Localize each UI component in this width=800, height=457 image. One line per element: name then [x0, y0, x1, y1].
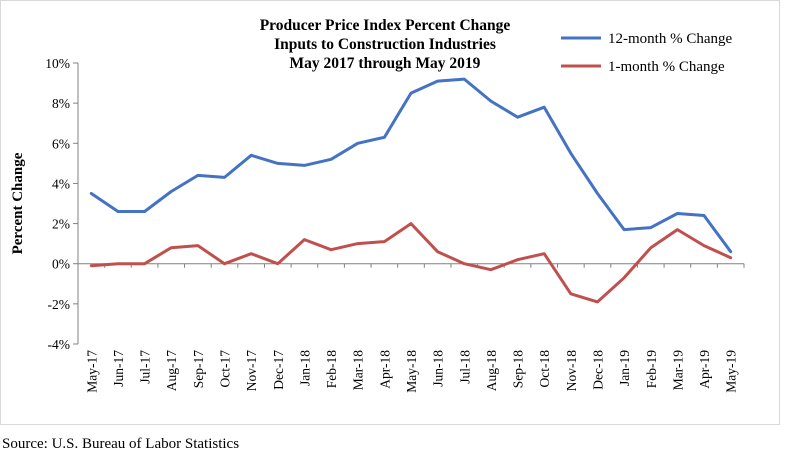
data-point — [116, 262, 119, 265]
data-point — [170, 246, 173, 249]
data-point — [729, 256, 732, 259]
data-point — [569, 292, 572, 295]
data-point — [436, 80, 439, 83]
x-tick-label: Nov-17 — [244, 350, 259, 391]
data-point — [276, 262, 279, 265]
data-point — [303, 238, 306, 241]
x-tick-label: Jan-19 — [617, 350, 632, 386]
x-tick-label: May-17 — [84, 350, 99, 393]
data-point — [143, 262, 146, 265]
data-point — [356, 142, 359, 145]
data-point — [383, 240, 386, 243]
data-point — [649, 246, 652, 249]
data-point — [196, 244, 199, 247]
data-point — [463, 78, 466, 81]
x-tick-label: Mar-18 — [351, 350, 366, 390]
data-point — [516, 258, 519, 261]
data-point — [729, 250, 732, 253]
x-tick-label: Feb-18 — [324, 350, 339, 388]
x-tick-label: Dec-17 — [271, 350, 286, 390]
data-point — [196, 174, 199, 177]
data-point — [543, 252, 546, 255]
data-point — [516, 116, 519, 119]
x-tick-label: Feb-19 — [644, 350, 659, 388]
x-tick-label: Apr-18 — [377, 350, 392, 389]
data-point — [436, 250, 439, 253]
data-point — [676, 212, 679, 215]
data-point — [410, 92, 413, 95]
data-point — [703, 214, 706, 217]
legend-label: 1-month % Change — [608, 59, 725, 75]
data-point — [250, 154, 253, 157]
data-point — [90, 264, 93, 267]
data-point — [410, 222, 413, 225]
data-point — [143, 210, 146, 213]
x-tick-label: Mar-19 — [670, 350, 685, 390]
axes: -4% -2% 0% 2% 4% 6% 8% 10% May-17 Jun-17 Jul-17 Aug… — [10, 56, 745, 393]
legend: 12-month % Change 1-month % Change — [561, 31, 732, 75]
data-point — [170, 190, 173, 193]
data-point — [250, 252, 253, 255]
y-tick-label: 8% — [52, 96, 70, 111]
x-tick-label: May-19 — [724, 350, 739, 393]
data-point — [489, 268, 492, 271]
series-lines — [89, 77, 733, 304]
series-line-1-month — [89, 222, 733, 304]
x-tick-label: Jan-18 — [297, 350, 312, 386]
y-tick-label: 6% — [52, 136, 70, 151]
data-point — [569, 152, 572, 155]
chart-title: Producer Price Index Percent Change Input… — [260, 17, 511, 72]
data-point — [90, 192, 93, 195]
data-point — [623, 276, 626, 279]
y-axis-label: Percent Change — [10, 152, 26, 254]
data-point — [489, 100, 492, 103]
data-point — [276, 162, 279, 165]
data-point — [223, 176, 226, 179]
y-tick-label: -4% — [48, 337, 71, 352]
y-tick-label: 4% — [52, 176, 70, 191]
data-point — [330, 248, 333, 251]
y-tick-label: 0% — [52, 257, 70, 272]
x-tick-label: Jul-17 — [138, 350, 153, 384]
x-tick-label: Aug-18 — [484, 350, 499, 391]
x-tick-label: Jul-18 — [457, 350, 472, 384]
data-point — [596, 192, 599, 195]
x-tick-label: Sep-18 — [511, 350, 526, 388]
data-point — [676, 228, 679, 231]
series-line-12-month — [89, 77, 733, 254]
x-tick-label: Jun-18 — [431, 350, 446, 387]
data-point — [596, 300, 599, 303]
x-tick-label: Apr-19 — [697, 350, 712, 389]
x-tick-label: Oct-18 — [537, 350, 552, 388]
x-tick-label: Nov-18 — [564, 350, 579, 391]
source-note: Source: U.S. Bureau of Labor Statistics — [2, 436, 240, 452]
data-point — [356, 242, 359, 245]
x-tick-label: Aug-17 — [164, 350, 179, 391]
data-point — [463, 262, 466, 265]
data-point — [330, 158, 333, 161]
x-tick-label: Oct-17 — [218, 350, 233, 388]
x-tick-label: Jun-17 — [111, 350, 126, 387]
data-point — [383, 136, 386, 139]
y-tick-label: -2% — [48, 297, 71, 312]
data-point — [116, 210, 119, 213]
x-tick-label: May-18 — [404, 350, 419, 393]
chart-title-line: Producer Price Index Percent Change — [260, 17, 511, 34]
data-point — [649, 226, 652, 229]
data-point — [303, 164, 306, 167]
chart-title-line: Inputs to Construction Industries — [274, 36, 496, 53]
y-tick-label: 2% — [52, 217, 70, 232]
x-tick-label: Sep-17 — [191, 350, 206, 388]
data-point — [703, 244, 706, 247]
data-point — [223, 262, 226, 265]
x-tick-label: Dec-18 — [590, 350, 605, 390]
chart-title-line: May 2017 through May 2019 — [290, 55, 481, 72]
data-point — [543, 106, 546, 109]
y-tick-label: 10% — [45, 56, 70, 71]
data-point — [623, 228, 626, 231]
legend-label: 12-month % Change — [608, 31, 732, 47]
